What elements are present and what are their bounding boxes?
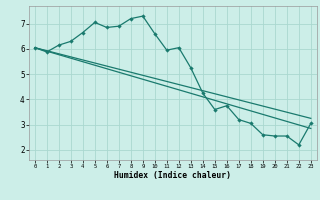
X-axis label: Humidex (Indice chaleur): Humidex (Indice chaleur): [114, 171, 231, 180]
